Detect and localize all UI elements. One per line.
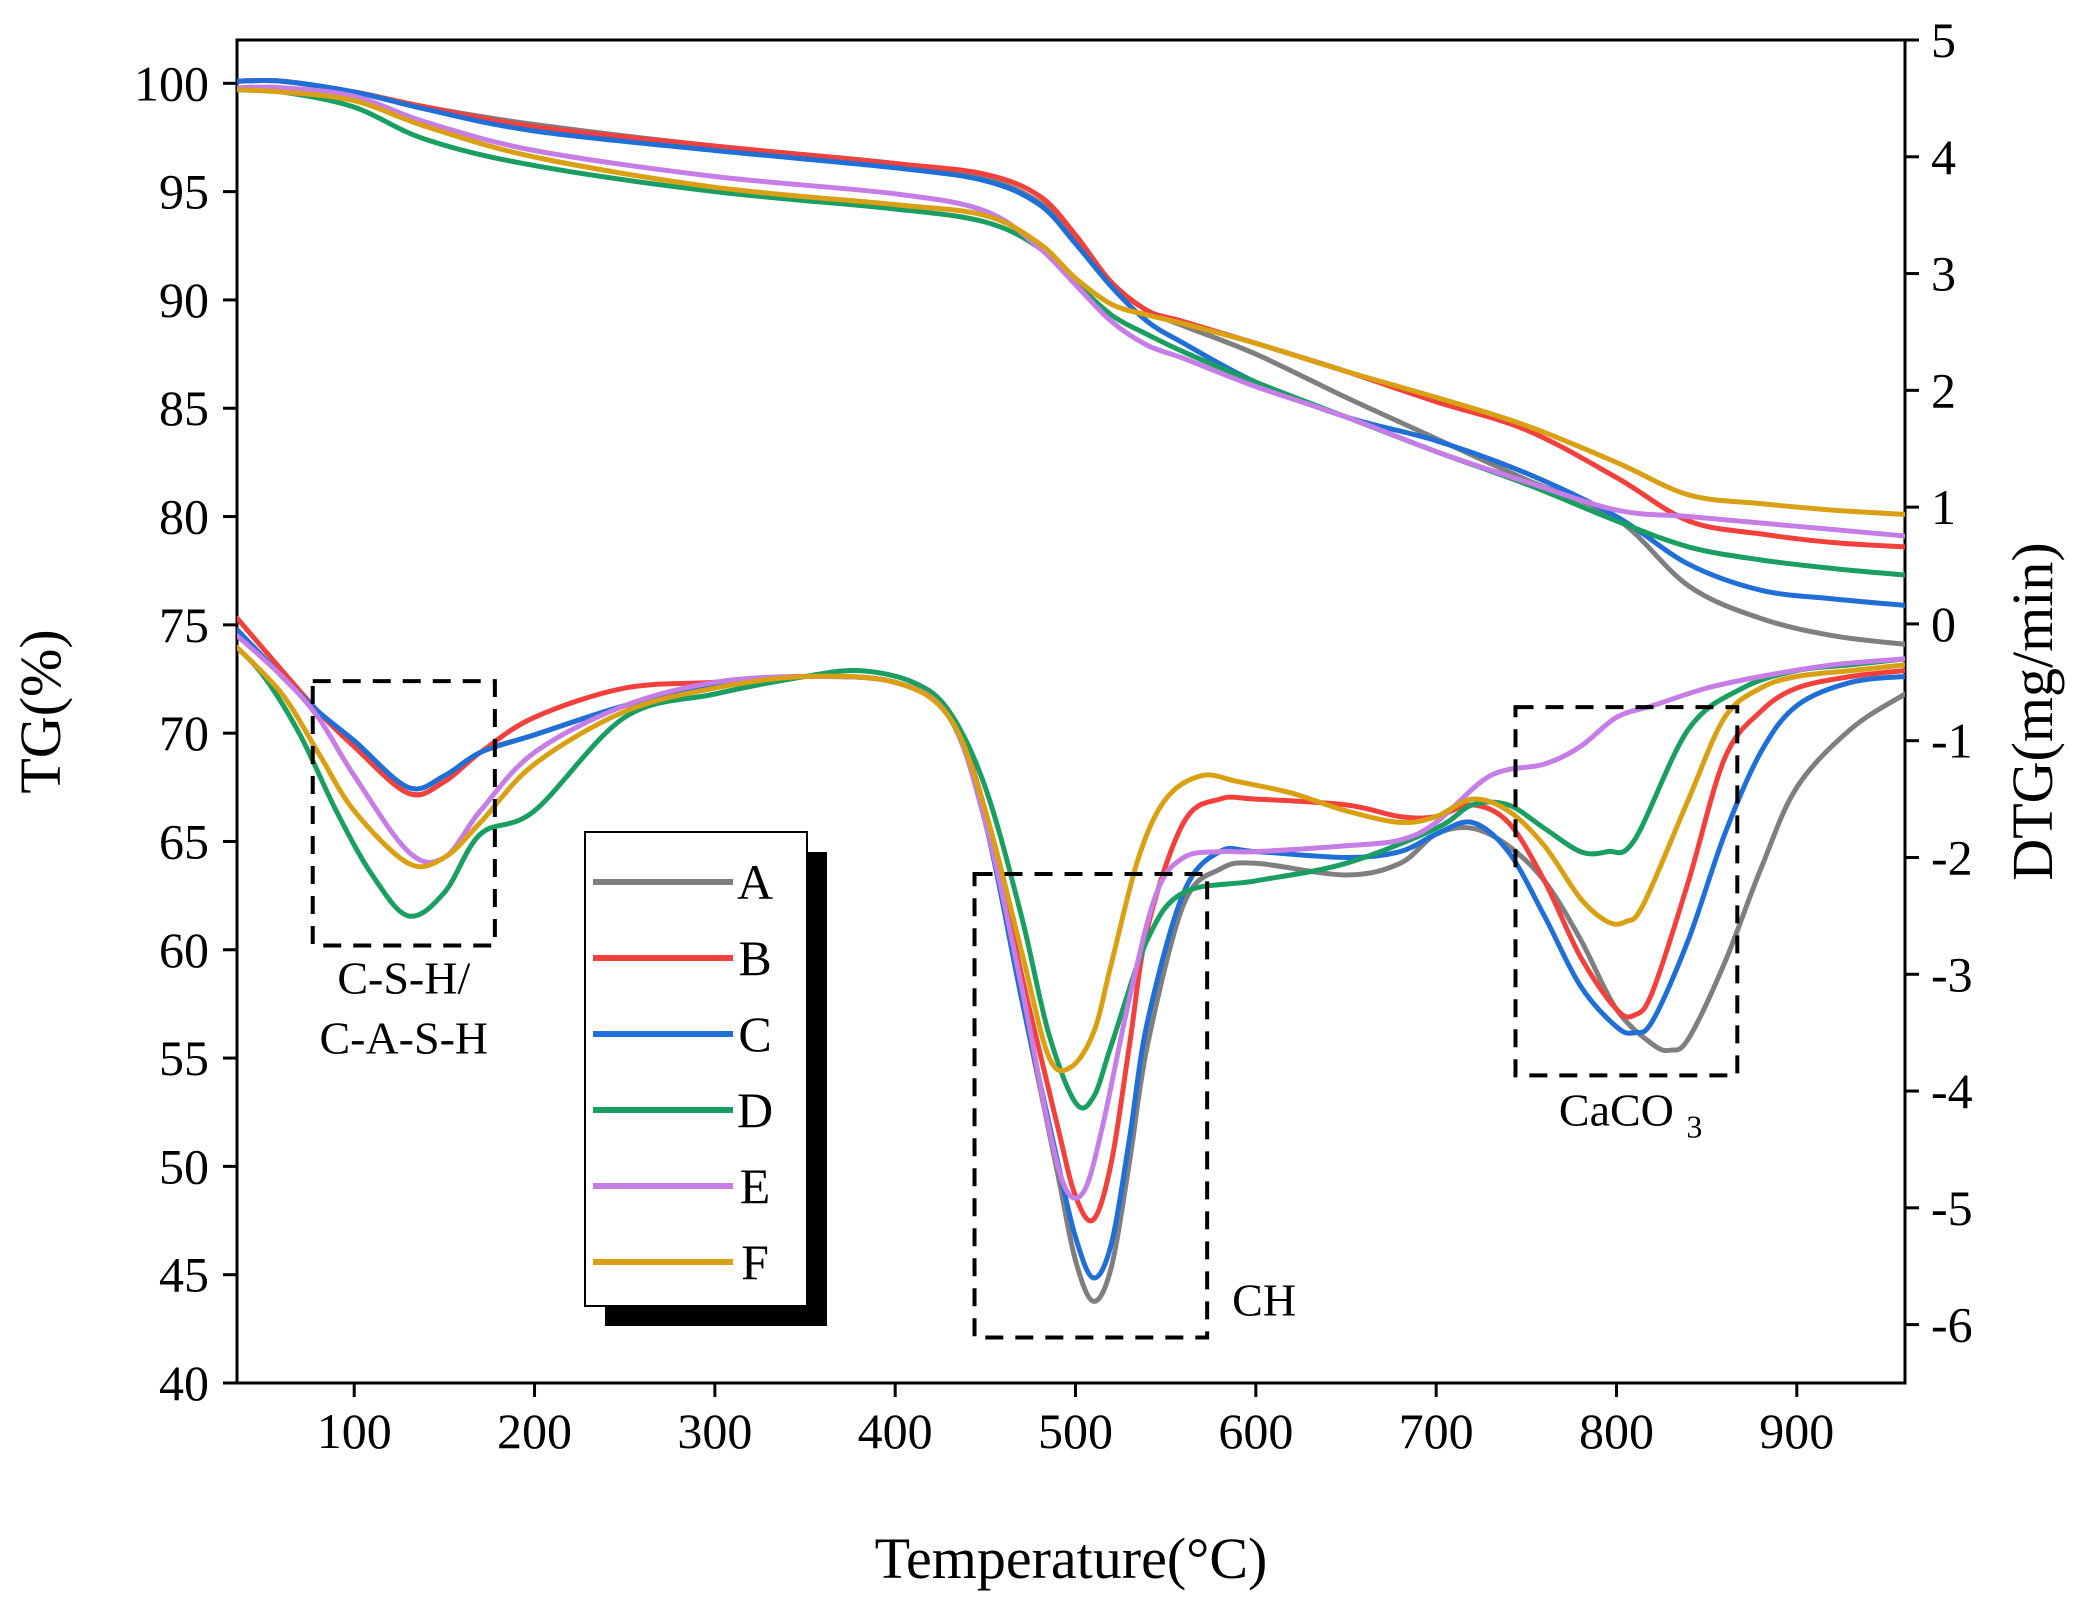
y-left-tick-label: 50: [159, 1138, 209, 1194]
y-right-axis-title: DTG(mg/min): [2000, 542, 2065, 880]
legend-label-F: F: [741, 1234, 769, 1290]
x-tick-label: 500: [1038, 1403, 1113, 1459]
y-right-tick-label: 0: [1931, 596, 1956, 652]
tg-line-E: [237, 84, 1905, 539]
x-tick-label: 900: [1759, 1403, 1834, 1459]
y-left-tick-label: 65: [159, 813, 209, 869]
tg-line-C: [237, 77, 1905, 608]
annotation-box: [972, 871, 1210, 1340]
y-left-tick-label: 100: [134, 55, 209, 111]
y-right-tick-label: 1: [1931, 479, 1956, 535]
y-right-tick-label: -1: [1931, 713, 1973, 769]
y-right-tick-label: 4: [1931, 129, 1956, 185]
x-tick-label: 200: [497, 1403, 572, 1459]
y-right-tick-label: -5: [1931, 1180, 1973, 1236]
dtg-line-C: [237, 627, 1905, 1281]
legend-label-A: A: [737, 854, 773, 910]
x-tick-label: 100: [317, 1403, 392, 1459]
x-tick-label: 600: [1218, 1403, 1293, 1459]
annotation-layer: C-S-H/C-A-S-H CH CaCO 3: [310, 679, 1740, 1340]
y-left-tick-label: 55: [159, 1030, 209, 1086]
legend-label-D: D: [737, 1082, 773, 1138]
annotation-label-caco-subscript: 3: [1686, 1108, 1702, 1144]
legend-label-B: B: [738, 930, 771, 986]
series-layer: [237, 77, 1905, 1304]
dtg-line-F: [237, 644, 1905, 1074]
y-left-tick-label: 80: [159, 489, 209, 545]
dtg-line-D: [237, 644, 1905, 1111]
x-tick-label: 400: [858, 1403, 933, 1459]
annotation-label-ch: CH: [1232, 1275, 1296, 1326]
y-right-tick-label: 3: [1931, 246, 1956, 302]
y-left-tick-label: 85: [159, 380, 209, 436]
annotation-box: [1513, 705, 1740, 1078]
y-left-tick-label: 90: [159, 272, 209, 328]
legend-label-E: E: [740, 1158, 771, 1214]
annotation-label-csh: C-S-H/: [337, 952, 470, 1003]
dtg-line-B: [237, 615, 1905, 1224]
tg-line-F: [237, 87, 1905, 517]
x-tick-label: 800: [1579, 1403, 1654, 1459]
y-left-axis-title: TG(%): [8, 629, 73, 793]
series-clip-group: [237, 77, 1905, 1304]
y-right-tick-label: 2: [1931, 362, 1956, 418]
y-left-tick-label: 45: [159, 1247, 209, 1303]
tg-line-B: [237, 77, 1905, 550]
legend-label-C: C: [738, 1006, 771, 1062]
y-left-tick-label: 40: [159, 1355, 209, 1411]
tg-line-D: [237, 87, 1905, 578]
y-right-tick-label: -4: [1931, 1063, 1973, 1119]
annotation-box: [310, 679, 497, 948]
tg-line-A: [237, 77, 1905, 647]
y-left-tick-label: 60: [159, 922, 209, 978]
annotation-label-cash: C-A-S-H: [319, 1012, 488, 1063]
annotation-label-caco: CaCO: [1559, 1084, 1674, 1135]
y-right-tick-label: -3: [1931, 946, 1973, 1002]
plot-frame: [235, 38, 1907, 1385]
axes-layer: 100 200 300 400 500 600 700 800 9004045505560657…: [8, 12, 2065, 1591]
y-right-tick-label: -2: [1931, 829, 1973, 885]
x-axis-title: Temperature(°C): [875, 1526, 1268, 1591]
y-right-tick-label: 5: [1931, 12, 1956, 68]
y-left-tick-label: 75: [159, 597, 209, 653]
dtg-line-E: [237, 633, 1905, 1201]
legend-box: [584, 831, 808, 1307]
y-left-tick-label: 70: [159, 705, 209, 761]
x-tick-label: 700: [1399, 1403, 1474, 1459]
dtg-line-A: [237, 627, 1905, 1304]
x-tick-label: 300: [677, 1403, 752, 1459]
y-right-tick-label: -6: [1931, 1297, 1973, 1353]
y-left-tick-label: 95: [159, 164, 209, 220]
